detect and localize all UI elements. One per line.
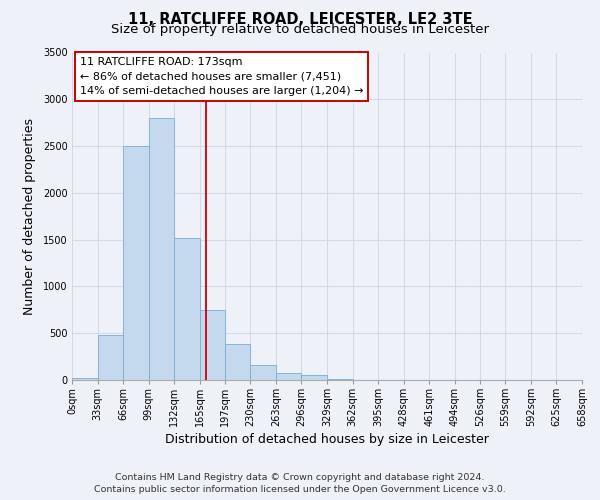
Y-axis label: Number of detached properties: Number of detached properties [23, 118, 36, 315]
Bar [72, 378, 98, 380]
Text: 11 RATCLIFFE ROAD: 173sqm
← 86% of detached houses are smaller (7,451)
14% of se: 11 RATCLIFFE ROAD: 173sqm ← 86% of detac… [80, 58, 363, 96]
Bar [200, 310, 224, 380]
Bar [98, 335, 123, 380]
Text: Size of property relative to detached houses in Leicester: Size of property relative to detached ho… [111, 22, 489, 36]
X-axis label: Distribution of detached houses by size in Leicester: Distribution of detached houses by size … [165, 434, 489, 446]
Bar [276, 372, 301, 380]
Bar [250, 366, 276, 380]
Bar [123, 146, 149, 380]
Bar [301, 376, 327, 380]
Bar [224, 344, 250, 380]
Bar [327, 379, 353, 380]
Text: Contains HM Land Registry data © Crown copyright and database right 2024.
Contai: Contains HM Land Registry data © Crown c… [94, 472, 506, 494]
Bar [175, 238, 200, 380]
Bar [149, 118, 175, 380]
Text: 11, RATCLIFFE ROAD, LEICESTER, LE2 3TE: 11, RATCLIFFE ROAD, LEICESTER, LE2 3TE [128, 12, 472, 28]
